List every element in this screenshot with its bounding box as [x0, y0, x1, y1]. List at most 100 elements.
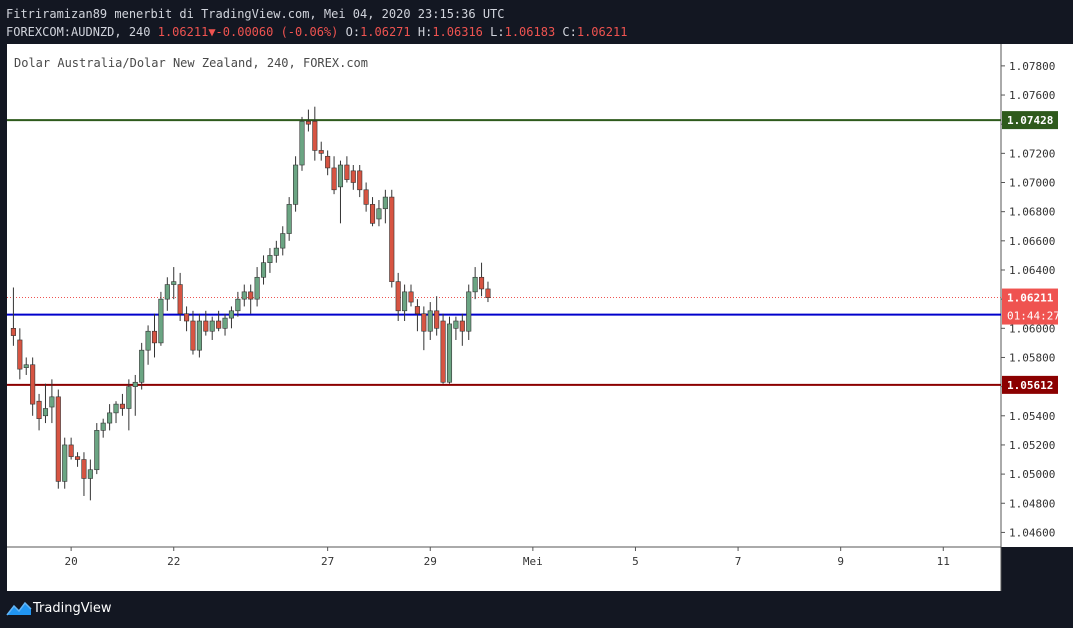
candle-body[interactable] — [62, 444, 68, 482]
candle-body[interactable] — [337, 164, 344, 188]
candle-body[interactable] — [325, 155, 331, 169]
candle-body[interactable] — [23, 364, 29, 368]
price-line-label-box — [1002, 375, 1058, 394]
candle-body[interactable] — [414, 306, 420, 315]
y-tick-label: 1.05800 — [1009, 351, 1055, 364]
candle-body[interactable] — [376, 208, 382, 220]
candle-body[interactable] — [107, 412, 113, 424]
candle-body[interactable] — [344, 164, 350, 180]
high-value: 1.06316 — [432, 25, 483, 39]
candle-body[interactable] — [427, 310, 433, 332]
candle-body[interactable] — [145, 330, 151, 351]
y-tick-label: 1.07200 — [1009, 147, 1055, 160]
last-price-value: 1.06211 — [157, 25, 209, 39]
candle-body[interactable] — [209, 320, 215, 332]
candle-body[interactable] — [203, 320, 209, 332]
candle-body[interactable] — [139, 349, 145, 383]
candle-body[interactable] — [55, 396, 61, 482]
candle-body[interactable] — [434, 310, 440, 329]
y-tick-label: 1.07600 — [1009, 89, 1055, 102]
candle-body[interactable] — [479, 276, 485, 290]
candle-body[interactable] — [49, 396, 55, 408]
candle-body[interactable] — [357, 170, 363, 191]
candle-body[interactable] — [402, 291, 408, 312]
y-tick-label: 1.05000 — [1009, 468, 1055, 481]
candle-body[interactable] — [299, 120, 305, 166]
candle-body[interactable] — [446, 323, 453, 383]
y-tick-label: 1.07000 — [1009, 177, 1055, 190]
candle-body[interactable] — [94, 430, 100, 471]
candle-body[interactable] — [305, 120, 311, 125]
candle-body[interactable] — [171, 281, 177, 285]
candle-body[interactable] — [119, 403, 125, 409]
candle-body[interactable] — [312, 120, 318, 151]
candle-body[interactable] — [36, 400, 42, 419]
candle-body[interactable] — [421, 313, 427, 332]
candle-body[interactable] — [81, 459, 87, 479]
candle-body[interactable] — [331, 167, 337, 191]
candle-body[interactable] — [196, 320, 202, 351]
candle-body[interactable] — [30, 364, 36, 405]
candle-body[interactable] — [87, 469, 93, 479]
candle-body[interactable] — [68, 444, 74, 457]
price-line-label: 1.05612 — [1007, 379, 1053, 392]
candle-body[interactable] — [389, 196, 395, 282]
last-price-label-box — [1002, 288, 1058, 325]
candle-body[interactable] — [286, 204, 292, 234]
candle-body[interactable] — [132, 381, 138, 387]
candle-body[interactable] — [235, 298, 241, 312]
candle-body[interactable] — [267, 255, 273, 263]
candle-body[interactable] — [241, 291, 247, 300]
candle-body[interactable] — [184, 313, 190, 322]
candle-body[interactable] — [293, 164, 299, 205]
candle-body[interactable] — [100, 422, 106, 431]
candle-body[interactable] — [408, 291, 414, 303]
candle-body[interactable] — [382, 196, 388, 210]
candle-body[interactable] — [177, 284, 183, 315]
candle-body[interactable] — [164, 284, 170, 300]
candle-body[interactable] — [74, 456, 81, 460]
close-label: C: — [562, 25, 577, 39]
y-tick-label: 1.04800 — [1009, 497, 1055, 510]
candle-body[interactable] — [151, 330, 158, 344]
open-value: 1.06271 — [360, 25, 411, 39]
candle-body[interactable] — [273, 247, 279, 256]
candle-body[interactable] — [280, 233, 286, 249]
y-tick-label: 1.05400 — [1009, 410, 1055, 423]
candle-body[interactable] — [472, 276, 478, 293]
candle-body[interactable] — [113, 403, 119, 414]
low-value: 1.06183 — [504, 25, 556, 39]
candle-body[interactable] — [466, 291, 472, 332]
x-tick-label: Mei — [523, 555, 543, 568]
candle-body[interactable] — [17, 339, 23, 370]
candle-body[interactable] — [369, 204, 376, 224]
candle-body[interactable] — [10, 328, 16, 336]
candle-body[interactable] — [158, 298, 164, 344]
candle-body[interactable] — [260, 262, 267, 278]
tradingview-logo-icon[interactable] — [6, 601, 32, 617]
candle-body[interactable] — [254, 276, 260, 300]
candle-body[interactable] — [190, 320, 196, 351]
candle-body[interactable] — [453, 320, 459, 329]
x-tick-label: 29 — [424, 555, 437, 568]
candle-body[interactable] — [440, 320, 446, 383]
candle-body[interactable] — [350, 170, 356, 183]
candle-body[interactable] — [126, 386, 132, 409]
candle-body[interactable] — [228, 310, 234, 319]
tradingview-brand[interactable]: TradingView — [33, 601, 112, 616]
candle-body[interactable] — [248, 291, 254, 300]
candle-body[interactable] — [459, 320, 465, 332]
candlestick-chart[interactable]: Dolar Australia/Dolar New Zealand, 240, … — [0, 44, 1073, 591]
candle-body[interactable] — [485, 288, 491, 298]
time-axis-background[interactable] — [7, 547, 1001, 591]
candle-body[interactable] — [216, 320, 222, 329]
candle-body[interactable] — [318, 150, 324, 154]
chart-area[interactable]: Dolar Australia/Dolar New Zealand, 240, … — [0, 44, 1073, 591]
candle-body[interactable] — [222, 317, 228, 329]
candle-body[interactable] — [363, 189, 369, 205]
symbol-name[interactable]: FOREXCOM:AUDNZD, 240 — [6, 25, 151, 39]
price-line-label-box — [1002, 111, 1058, 130]
candle-body[interactable] — [395, 281, 401, 312]
candle-body[interactable] — [42, 408, 49, 417]
y-tick-label: 1.05200 — [1009, 439, 1055, 452]
